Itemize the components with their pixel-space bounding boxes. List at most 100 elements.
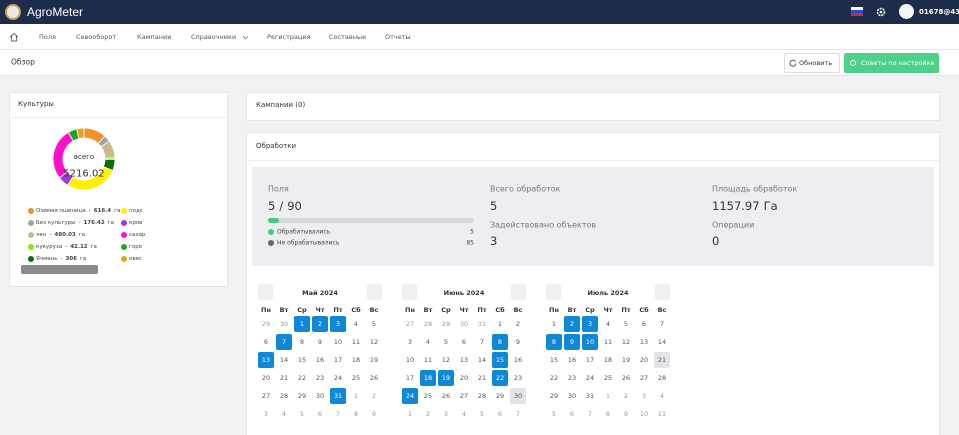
- calendar-nav[interactable]: [511, 284, 526, 300]
- calendar-day[interactable]: 29: [549, 392, 559, 400]
- calendar-day[interactable]: 11: [423, 356, 433, 364]
- calendar-day[interactable]: 21: [477, 374, 487, 382]
- selected-day[interactable]: [492, 334, 508, 350]
- calendar-day[interactable]: 2: [569, 320, 575, 328]
- donut-segment[interactable]: [76, 127, 85, 140]
- avatar[interactable]: [899, 4, 914, 19]
- calendar-day[interactable]: 6: [641, 320, 647, 328]
- selected-day[interactable]: [564, 316, 580, 332]
- calendar-day[interactable]: 13: [261, 356, 271, 364]
- calendar-day[interactable]: 9: [317, 338, 323, 346]
- menu-item[interactable]: Регистрация: [267, 33, 311, 41]
- tips-label[interactable]: Советы по настройке: [861, 59, 935, 67]
- calendar-day[interactable]: 24: [405, 392, 415, 400]
- calendar-day[interactable]: 9: [371, 410, 377, 418]
- calendar-day[interactable]: 4: [353, 320, 359, 328]
- calendar-day[interactable]: 3: [407, 338, 413, 346]
- selected-day[interactable]: [492, 370, 508, 386]
- calendar-day[interactable]: 24: [333, 374, 343, 382]
- menu-item[interactable]: Справочники: [191, 33, 249, 41]
- calendar-day[interactable]: 8: [497, 338, 503, 346]
- calendar-day[interactable]: 16: [315, 356, 325, 364]
- calendar-day[interactable]: 20: [261, 374, 271, 382]
- calendar-day[interactable]: 6: [263, 338, 269, 346]
- calendar-day[interactable]: 2: [371, 392, 377, 400]
- calendar-day[interactable]: 3: [335, 320, 341, 328]
- calendar-day[interactable]: 1: [605, 392, 611, 400]
- calendar-day[interactable]: 7: [479, 338, 485, 346]
- legend-scrollbar[interactable]: [21, 265, 98, 274]
- calendar-day[interactable]: 27: [261, 392, 271, 400]
- calendar-day[interactable]: 18: [603, 356, 613, 364]
- calendar-day[interactable]: 14: [657, 338, 667, 346]
- calendar-day[interactable]: 3: [443, 410, 449, 418]
- selected-day[interactable]: [546, 334, 562, 350]
- calendar-day[interactable]: 25: [351, 374, 361, 382]
- calendar-day[interactable]: 29: [495, 392, 505, 400]
- selected-day[interactable]: [582, 334, 598, 350]
- selected-day[interactable]: [330, 388, 346, 404]
- calendar-day[interactable]: 4: [659, 392, 665, 400]
- calendar-day[interactable]: 5: [551, 410, 557, 418]
- calendar-day[interactable]: 26: [369, 374, 379, 382]
- calendar-day[interactable]: 12: [369, 338, 379, 346]
- selected-day[interactable]: [330, 316, 346, 332]
- user-name[interactable]: 01678@43: [919, 8, 959, 16]
- calendar-day[interactable]: 28: [279, 392, 289, 400]
- menu-item[interactable]: Отчеты: [385, 33, 411, 41]
- selected-day[interactable]: [294, 316, 310, 332]
- calendar-day[interactable]: 8: [299, 338, 305, 346]
- calendar-day[interactable]: 25: [423, 392, 433, 400]
- calendar-nav[interactable]: [546, 284, 561, 300]
- calendar-day[interactable]: 2: [623, 392, 629, 400]
- calendar-nav[interactable]: [655, 284, 670, 300]
- refresh-button[interactable]: [784, 53, 840, 73]
- calendar-day[interactable]: 1: [551, 320, 557, 328]
- calendar-day[interactable]: 19: [369, 356, 379, 364]
- calendar-day[interactable]: 1: [497, 320, 503, 328]
- tips-button[interactable]: [844, 53, 939, 73]
- calendar-day[interactable]: 19: [441, 374, 451, 382]
- calendar-day[interactable]: 4: [425, 338, 431, 346]
- calendar-day[interactable]: 22: [297, 374, 307, 382]
- calendar-day[interactable]: 30: [459, 320, 469, 328]
- calendar-day[interactable]: 16: [513, 356, 523, 364]
- calendar-day[interactable]: 1: [299, 320, 305, 328]
- calendar-day[interactable]: 10: [639, 410, 649, 418]
- refresh-label[interactable]: Обновить: [799, 59, 833, 67]
- calendar-day[interactable]: 17: [585, 356, 595, 364]
- calendar-day[interactable]: 2: [425, 410, 431, 418]
- menu-item[interactable]: Севооборот: [76, 33, 117, 41]
- menu-item[interactable]: Поля: [39, 33, 56, 41]
- flag[interactable]: [851, 7, 863, 16]
- calendar-day[interactable]: 8: [551, 338, 557, 346]
- calendar-day[interactable]: 9: [515, 338, 521, 346]
- calendar-day[interactable]: 5: [479, 410, 485, 418]
- calendar-day[interactable]: 1: [353, 392, 359, 400]
- calendar-day[interactable]: 11: [603, 338, 613, 346]
- calendar-day[interactable]: 14: [279, 356, 289, 364]
- calendar-day[interactable]: 14: [477, 356, 487, 364]
- calendar-day[interactable]: 23: [315, 374, 325, 382]
- calendar-day[interactable]: 17: [333, 356, 343, 364]
- calendar-day[interactable]: 20: [639, 356, 649, 364]
- calendar-day[interactable]: 28: [657, 374, 667, 382]
- calendar-day[interactable]: 6: [317, 410, 323, 418]
- calendar-day[interactable]: 6: [569, 410, 575, 418]
- calendar-day[interactable]: 21: [279, 374, 289, 382]
- calendar-day[interactable]: 3: [587, 320, 593, 328]
- calendar-day[interactable]: 22: [495, 374, 505, 382]
- calendar-day[interactable]: 30: [279, 320, 289, 328]
- home-icon[interactable]: [9, 32, 19, 42]
- selected-day[interactable]: [492, 352, 508, 368]
- calendar-day[interactable]: 30: [513, 392, 523, 400]
- selected-day[interactable]: [564, 334, 580, 350]
- calendar-day[interactable]: 10: [585, 338, 595, 346]
- calendar-day[interactable]: 2: [317, 320, 323, 328]
- calendar-day[interactable]: 21: [657, 356, 667, 364]
- calendar-day[interactable]: 15: [549, 356, 559, 364]
- calendar-day[interactable]: 5: [623, 320, 629, 328]
- calendar-day[interactable]: 27: [459, 392, 469, 400]
- calendar-day[interactable]: 18: [351, 356, 361, 364]
- calendar-day[interactable]: 7: [335, 410, 341, 418]
